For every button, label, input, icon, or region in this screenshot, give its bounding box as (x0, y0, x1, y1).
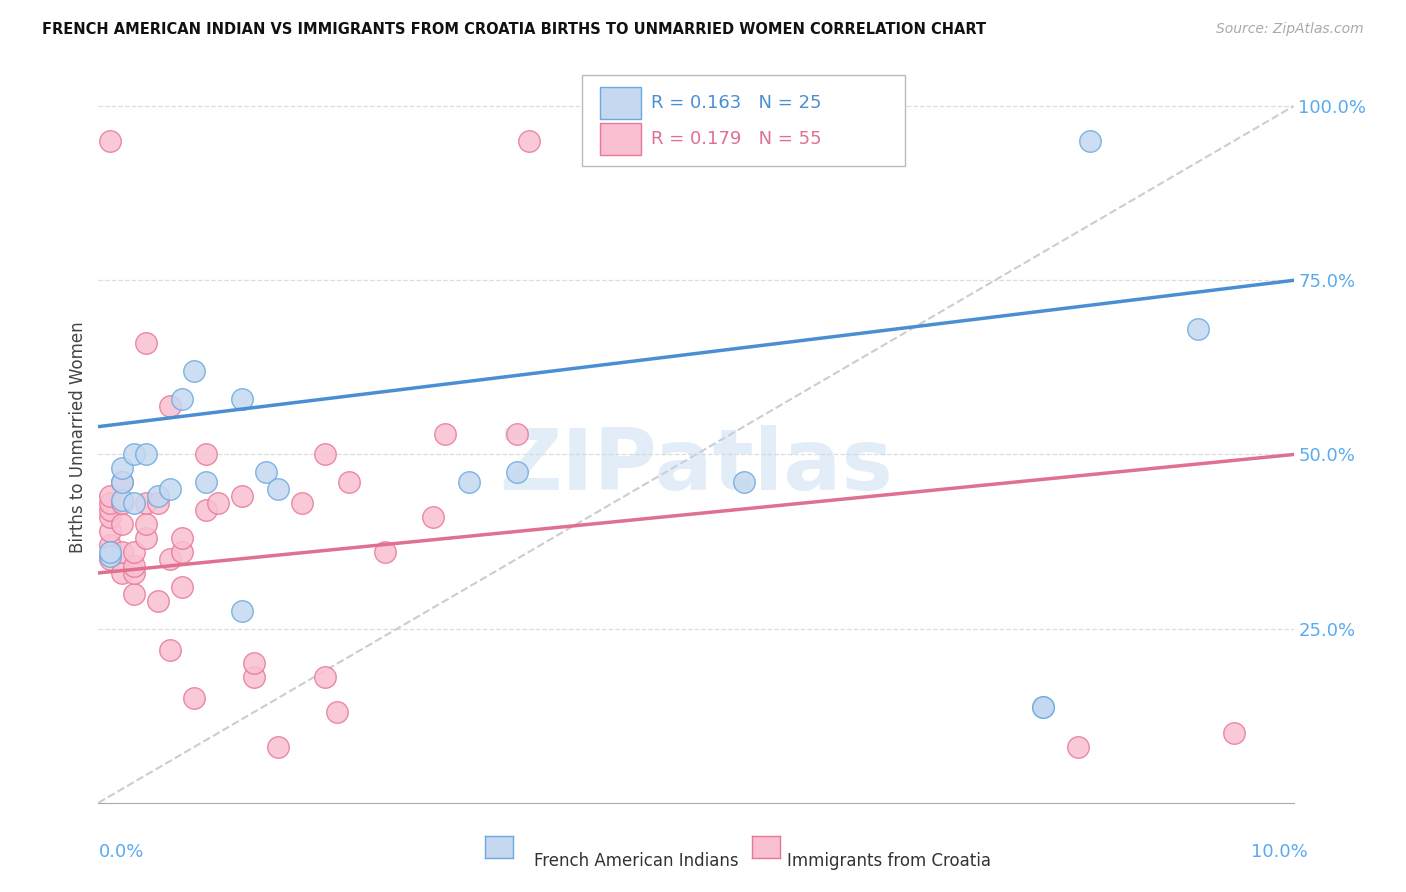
Point (374, 545, 396, 559)
Point (124, 545, 146, 559)
Point (1032, 699, 1054, 714)
Point (183, 691, 205, 706)
Point (172, 392, 194, 406)
Point (111, 496, 134, 510)
Y-axis label: Births to Unmarried Women: Births to Unmarried Women (69, 321, 87, 553)
Point (195, 448, 218, 462)
Point (159, 552, 181, 566)
Point (267, 483, 290, 497)
Point (315, 448, 337, 462)
Point (195, 475, 218, 490)
Point (506, 465, 529, 479)
Point (111, 475, 134, 490)
Point (98, 134, 122, 148)
Point (1080, 134, 1102, 148)
Text: ZIPatlas: ZIPatlas (499, 425, 893, 508)
Point (231, 392, 253, 406)
Point (98, 549, 122, 563)
Point (111, 566, 134, 580)
Point (98, 496, 122, 510)
Point (159, 399, 181, 413)
Point (458, 475, 481, 490)
Point (733, 475, 755, 490)
Text: 0.0%: 0.0% (98, 843, 143, 861)
Point (172, 545, 194, 559)
Point (135, 336, 157, 351)
Point (124, 558, 146, 573)
Point (207, 496, 229, 510)
Point (98, 552, 122, 566)
Point (135, 448, 157, 462)
Point (1032, 699, 1054, 714)
FancyBboxPatch shape (600, 87, 641, 119)
Point (434, 426, 457, 441)
Point (135, 496, 157, 510)
FancyBboxPatch shape (600, 123, 641, 155)
Point (159, 642, 181, 657)
Text: R = 0.179   N = 55: R = 0.179 N = 55 (651, 130, 821, 148)
Point (1223, 726, 1246, 740)
Point (267, 740, 290, 755)
Point (254, 465, 277, 479)
Point (231, 604, 253, 618)
Point (231, 489, 253, 503)
Point (148, 594, 170, 608)
Point (148, 496, 170, 510)
Text: FRENCH AMERICAN INDIAN VS IMMIGRANTS FROM CROATIA BIRTHS TO UNMARRIED WOMEN CORR: FRENCH AMERICAN INDIAN VS IMMIGRANTS FRO… (42, 22, 986, 37)
Point (1187, 322, 1209, 336)
Point (98, 524, 122, 538)
Text: R = 0.163   N = 25: R = 0.163 N = 25 (651, 94, 821, 112)
Point (172, 580, 194, 594)
Point (195, 503, 218, 517)
Point (506, 426, 529, 441)
Point (98, 545, 122, 559)
Point (159, 483, 181, 497)
Text: French American Indians: French American Indians (534, 852, 740, 870)
Point (111, 545, 134, 559)
Point (135, 531, 157, 545)
Point (517, 134, 540, 148)
Point (626, 134, 648, 148)
Point (183, 364, 205, 378)
Point (339, 475, 361, 490)
Point (124, 587, 146, 601)
Point (124, 448, 146, 462)
Text: Immigrants from Croatia: Immigrants from Croatia (787, 852, 991, 870)
Point (148, 489, 170, 503)
Point (291, 496, 314, 510)
Text: 10.0%: 10.0% (1251, 843, 1308, 861)
Point (98, 489, 122, 503)
Point (111, 517, 134, 532)
Point (243, 670, 266, 684)
Point (98, 510, 122, 524)
Point (111, 475, 134, 490)
FancyBboxPatch shape (582, 75, 905, 167)
Point (111, 461, 134, 475)
Point (111, 492, 134, 507)
Point (98, 538, 122, 552)
Point (243, 657, 266, 671)
Point (172, 531, 194, 545)
Point (626, 134, 648, 148)
Point (124, 496, 146, 510)
Point (1067, 740, 1090, 755)
Point (135, 517, 157, 532)
Point (315, 670, 337, 684)
Point (326, 705, 349, 719)
Point (98, 503, 122, 517)
Point (124, 566, 146, 580)
Text: Source: ZipAtlas.com: Source: ZipAtlas.com (1216, 22, 1364, 37)
Point (422, 510, 444, 524)
